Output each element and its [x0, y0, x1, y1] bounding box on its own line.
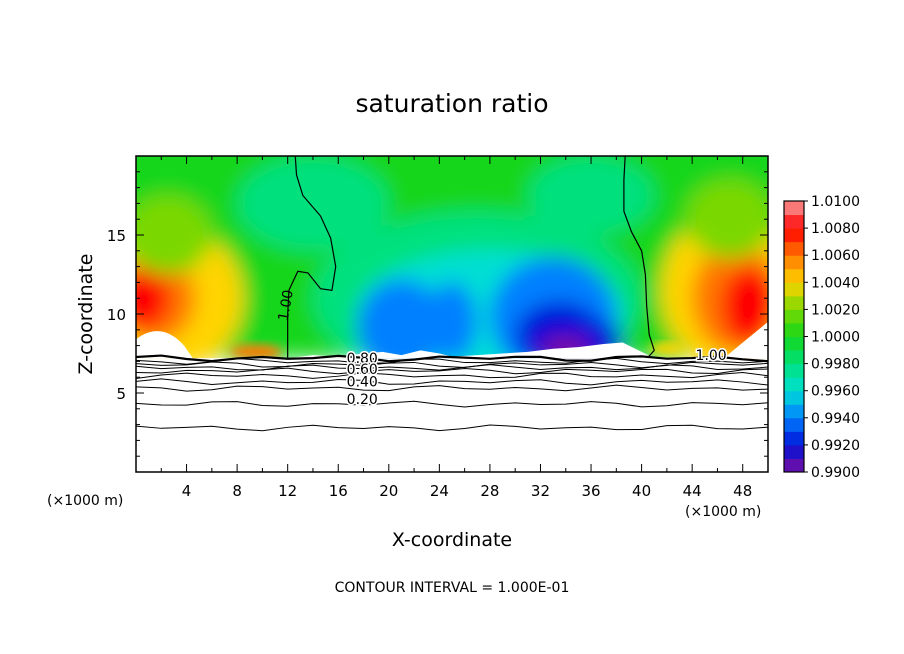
x-tick-label-24: 24: [430, 482, 449, 500]
contour-label-3: 0.40: [347, 375, 378, 391]
field-top-teal-left: [237, 156, 389, 251]
contour-label-5: 1.00: [696, 348, 727, 364]
colorbar-band-9: [784, 336, 804, 351]
colorbar-band-12: [784, 295, 804, 310]
contour-below-6: [136, 378, 768, 386]
y-tick-label-10: 10: [107, 306, 126, 324]
contour-label-1: 0.80: [347, 351, 378, 367]
chart-title: saturation ratio: [355, 89, 548, 118]
x-tick-label-32: 32: [531, 482, 550, 500]
saturation-field: [136, 156, 768, 472]
colorbar-band-15: [784, 255, 804, 270]
contour-interval-note: CONTOUR INTERVAL = 1.000E-01: [335, 580, 570, 596]
y-axis-label: Z-coordinate: [75, 254, 97, 375]
contour-1-00-left: [287, 156, 337, 359]
contour-label-4: 0.20: [347, 392, 378, 408]
x-tick-label-40: 40: [632, 482, 651, 500]
colorbar-label-0: 1.0100: [811, 194, 860, 210]
field-center-blue-mid: [426, 282, 478, 362]
contour-below-3: [136, 364, 768, 371]
x-tick-label-48: 48: [733, 482, 752, 500]
x-unit-left: (×1000 m): [47, 493, 123, 509]
colorbar-band-16: [784, 241, 804, 256]
x-unit-right: (×1000 m): [685, 504, 761, 520]
colorbar-band-10: [784, 322, 804, 337]
y-tick-label-15: 15: [107, 227, 126, 245]
colorbar-label-6: 0.9980: [811, 357, 860, 373]
contour-below-1: [136, 357, 768, 365]
subcloud-region: [136, 358, 768, 472]
colorbar-label-9: 0.9920: [811, 438, 860, 454]
colorbar-label-2: 1.0060: [811, 248, 860, 264]
x-tick-label-16: 16: [329, 482, 348, 500]
field-base-yellow: [648, 342, 685, 355]
void-right: [723, 321, 768, 359]
x-axis: 4 8 12 16 20 24 28 32 36 40 44 48: [160, 156, 752, 500]
colorbar-band-0: [784, 458, 804, 473]
x-tick-label-8: 8: [232, 482, 242, 500]
colorbar-band-8: [784, 350, 804, 365]
colorbar: 1.0100 1.0080 1.0060 1.0040 1.0020 1.0000 0.99…: [783, 194, 860, 481]
colorbar-label-3: 1.0040: [811, 275, 860, 291]
colorbar-band-5: [784, 390, 804, 405]
x-tick-label-36: 36: [581, 482, 600, 500]
x-tick-label-44: 44: [683, 482, 702, 500]
void-left: [136, 331, 193, 359]
colorbar-band-6: [784, 377, 804, 392]
y-axis: 5 10 15: [107, 171, 768, 457]
colorbar-band-18: [784, 214, 804, 229]
contour-below-9: [136, 424, 768, 432]
colorbar-label-10: 0.9900: [811, 465, 860, 481]
contour-below-4: [136, 367, 768, 375]
colorbar-label-5: 1.0000: [811, 330, 860, 346]
colorbar-band-11: [784, 309, 804, 324]
colorbar-band-17: [784, 228, 804, 243]
contour-label-0: 1.00: [276, 289, 297, 322]
field-left-red: [136, 266, 171, 330]
contour-below-5: [136, 372, 768, 379]
field-center-blue-left: [357, 279, 446, 375]
colorbar-band-19: [784, 201, 804, 216]
field-right-lime: [685, 179, 768, 259]
colorbar-label-7: 0.9960: [811, 384, 860, 400]
field-right-red: [721, 266, 768, 346]
colorbar-band-13: [784, 282, 804, 297]
contour-label-2: 0.60: [347, 362, 378, 378]
contour-below-8: [136, 400, 768, 408]
field-left-lime: [136, 195, 212, 275]
colorbar-band-3: [784, 417, 804, 432]
field-base-orange: [230, 344, 283, 359]
contour-below-7: [136, 384, 768, 392]
contour-lines: [136, 156, 768, 432]
colorbar-band-2: [784, 431, 804, 446]
contour-1-00-right: [623, 156, 655, 358]
x-tick-label-20: 20: [379, 482, 398, 500]
x-tick-label-12: 12: [278, 482, 297, 500]
field-top-teal-right: [527, 156, 655, 235]
colorbar-band-4: [784, 404, 804, 419]
colorbar-band-7: [784, 363, 804, 378]
contour-labels: 1.00 0.800.600.400.20 1.00: [276, 289, 729, 410]
y-tick-label-5: 5: [116, 385, 126, 403]
void-center: [287, 342, 655, 359]
colorbar-label-4: 1.0020: [811, 302, 860, 318]
colorbar-band-1: [784, 444, 804, 459]
colorbar-band-14: [784, 268, 804, 283]
x-tick-label-28: 28: [480, 482, 499, 500]
colorbar-label-1: 1.0080: [811, 221, 860, 237]
contour-below-0: [136, 354, 768, 363]
x-axis-label: X-coordinate: [392, 529, 512, 551]
x-tick-label-4: 4: [182, 482, 192, 500]
colorbar-label-8: 0.9940: [811, 411, 860, 427]
